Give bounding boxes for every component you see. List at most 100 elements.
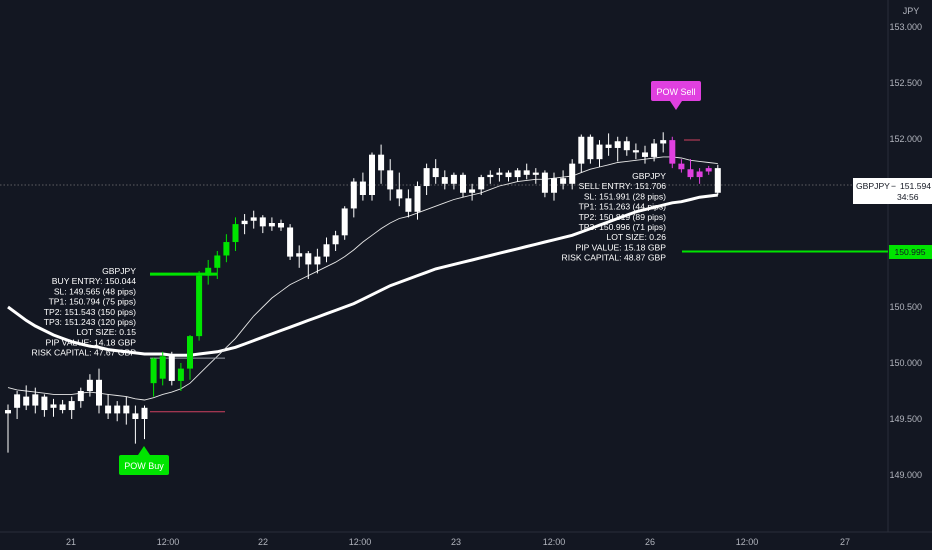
candle-body: [660, 140, 667, 144]
candle-body: [523, 170, 530, 175]
candle-body: [59, 404, 66, 411]
current-price-tag: GBPJPY − 151.594 34:56: [853, 178, 932, 204]
candle-body: [296, 253, 303, 257]
candle-body: [141, 407, 148, 419]
candle-body: [259, 217, 266, 227]
price-tag-countdown: 34:56: [897, 192, 919, 202]
candle-body: [705, 168, 712, 172]
candle-body: [50, 404, 57, 408]
x-tick-label: 27: [840, 537, 850, 547]
candle-body: [105, 405, 112, 414]
candle-body: [41, 396, 48, 411]
level-price-tag: 150.995: [889, 245, 932, 259]
candle-body: [632, 150, 639, 153]
candle-body: [332, 235, 339, 245]
candle-body: [168, 356, 175, 381]
time-axis-ticks: 21 12:00 22 12:00 23 12:00 26 12:00 27: [66, 537, 850, 547]
candle-body: [14, 394, 21, 408]
sell-signal-box: [651, 81, 701, 101]
candle-body: [687, 169, 694, 178]
candle-body: [514, 170, 521, 178]
candle-body: [551, 178, 557, 193]
candle-body: [469, 189, 476, 193]
candle-body: [387, 170, 394, 190]
candle-body: [323, 244, 330, 257]
info-line: TP3: 151.243 (120 pips): [44, 317, 136, 327]
candle-body: [596, 144, 603, 160]
candle-body: [651, 143, 658, 157]
x-tick-label: 12:00: [157, 537, 180, 547]
price-tag-price: 151.594: [900, 181, 931, 191]
candle-body: [605, 144, 612, 148]
candle-body: [369, 154, 375, 195]
sell-signal-label: POW Sell: [656, 87, 695, 97]
candlesticks: [5, 132, 721, 453]
y-tick-label: 149.000: [889, 470, 922, 480]
candle-body: [96, 379, 102, 406]
candle-body: [414, 186, 421, 212]
candle-body: [305, 253, 312, 265]
candle-body: [123, 405, 130, 414]
info-line: GBPJPY: [632, 171, 666, 181]
candle-body: [341, 208, 348, 236]
candle-body: [159, 356, 166, 379]
candle-body: [214, 255, 221, 268]
currency-label: JPY: [903, 6, 920, 16]
candle-body: [496, 172, 503, 175]
candle-body: [177, 368, 184, 381]
x-tick-label: 12:00: [349, 537, 372, 547]
candle-body: [196, 275, 203, 337]
candle-body: [696, 171, 703, 178]
info-line: PIP VALUE: 15.18 GBP: [576, 242, 667, 252]
info-line: TP1: 151.263 (44 pips): [579, 202, 667, 212]
info-line: SL: 149.565 (48 pips): [54, 286, 136, 296]
candle-body: [423, 168, 430, 187]
slow-moving-average: [7, 193, 718, 357]
info-line: RISK CAPITAL: 48.87 GBP: [562, 253, 667, 263]
info-line: BUY ENTRY: 150.044: [52, 276, 136, 286]
sell-signal-arrow: [670, 101, 682, 110]
candle-body: [505, 172, 512, 178]
info-line: TP2: 151.543 (150 pips): [44, 307, 136, 317]
candle-body: [478, 177, 485, 190]
candle-body: [278, 223, 284, 228]
candle-body: [487, 174, 494, 178]
price-tag-symbol: GBPJPY: [856, 181, 890, 191]
candle-body: [114, 405, 121, 414]
buy-signal-label: POW Buy: [124, 461, 164, 471]
candle-body: [205, 267, 212, 276]
candle-body: [714, 168, 721, 193]
current-price-tag-box: [853, 178, 932, 204]
candle-body: [23, 396, 30, 406]
candle-body: [250, 217, 257, 221]
candle-body: [287, 227, 294, 257]
candle-body: [187, 336, 193, 369]
info-line: SELL ENTRY: 151.706: [579, 181, 667, 191]
candle-body: [223, 242, 230, 256]
level-price-tag-box: [889, 245, 932, 259]
sell-signal[interactable]: POW Sell: [651, 81, 701, 110]
buy-signal-box: [119, 455, 169, 475]
info-line: TP1: 150.794 (75 pips): [49, 297, 137, 307]
candle-body: [150, 358, 157, 384]
buy-signal[interactable]: POW Buy: [119, 446, 169, 475]
candle-body: [541, 172, 548, 193]
y-tick-label: 149.500: [889, 414, 922, 424]
x-tick-label: 22: [258, 537, 268, 547]
candle-body: [5, 410, 11, 414]
y-tick-label: 152.500: [889, 78, 922, 88]
info-line: TP2: 150.819 (89 pips): [579, 212, 667, 222]
candle-body: [77, 391, 84, 402]
candle-body: [623, 141, 630, 151]
x-tick-label: 12:00: [543, 537, 566, 547]
level-price-tag-text: 150.995: [894, 247, 925, 257]
candle-body: [669, 140, 676, 164]
x-tick-label: 26: [645, 537, 655, 547]
candle-body: [432, 168, 439, 178]
x-tick-label: 23: [451, 537, 461, 547]
candle-body: [378, 154, 385, 171]
candle-body: [268, 223, 275, 227]
